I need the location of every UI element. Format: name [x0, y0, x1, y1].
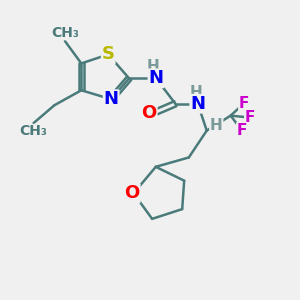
Text: H: H [190, 85, 203, 100]
Text: O: O [124, 184, 140, 202]
Text: F: F [245, 110, 255, 125]
Text: H: H [147, 59, 159, 74]
Text: N: N [104, 90, 119, 108]
Text: CH₃: CH₃ [20, 124, 47, 139]
Text: F: F [237, 123, 247, 138]
Text: F: F [239, 96, 249, 111]
Text: S: S [102, 45, 115, 63]
Text: N: N [190, 95, 205, 113]
Text: H: H [210, 118, 223, 133]
Text: N: N [148, 69, 164, 87]
Text: O: O [142, 104, 157, 122]
Text: CH₃: CH₃ [51, 26, 79, 40]
